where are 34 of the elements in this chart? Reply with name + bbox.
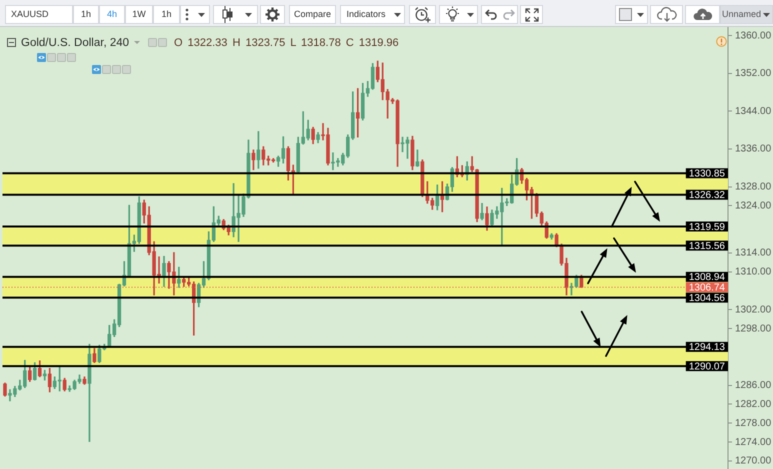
ref-line-label: 1306.74 [688,282,726,294]
y-tick-label: 1302.00 [735,304,772,316]
y-tick-label: 1310.00 [735,266,772,278]
text: 4h [106,9,118,20]
y-tick-label: 1336.00 [735,144,772,155]
ref-line-label: 1330.85 [688,168,726,180]
text: Gold/U.S. Dollar, 240 [21,36,130,50]
ref-line-label: 1294.13 [688,342,726,354]
ref-line-label: 1308.94 [688,272,726,284]
ref-line-label: 1290.07 [688,361,726,372]
text: XAUUSD [11,9,49,20]
text: 1W [132,9,146,20]
text: Unnamed [722,9,762,20]
y-tick-label: 1274.00 [735,436,772,448]
y-tick-label: 1314.00 [735,248,772,259]
y-tick-label: 1286.00 [735,380,772,392]
y-tick-label: 1278.00 [735,418,772,429]
text: O 1322.33 H 1323.75 L 1318.78 C 1319.96 [174,36,399,50]
text: Indicators [346,9,386,20]
y-tick-label: 1298.00 [735,323,772,334]
y-tick-label: 1270.00 [735,456,772,467]
text: Compare [294,9,332,20]
ref-line-label: 1315.56 [688,240,726,252]
y-tick-label: 1282.00 [735,398,772,410]
ref-line-label: 1319.59 [688,222,726,233]
y-tick-label: 1360.00 [735,30,772,42]
text: 1h [161,9,172,20]
ref-line-label: 1326.32 [688,190,726,201]
ref-line-label: 1304.56 [688,292,726,304]
y-tick-label: 1352.00 [735,68,772,80]
y-tick-label: 1324.00 [735,200,772,212]
y-tick-label: 1328.00 [735,182,772,193]
text: 1h [80,9,92,20]
y-tick-label: 1344.00 [735,106,772,117]
